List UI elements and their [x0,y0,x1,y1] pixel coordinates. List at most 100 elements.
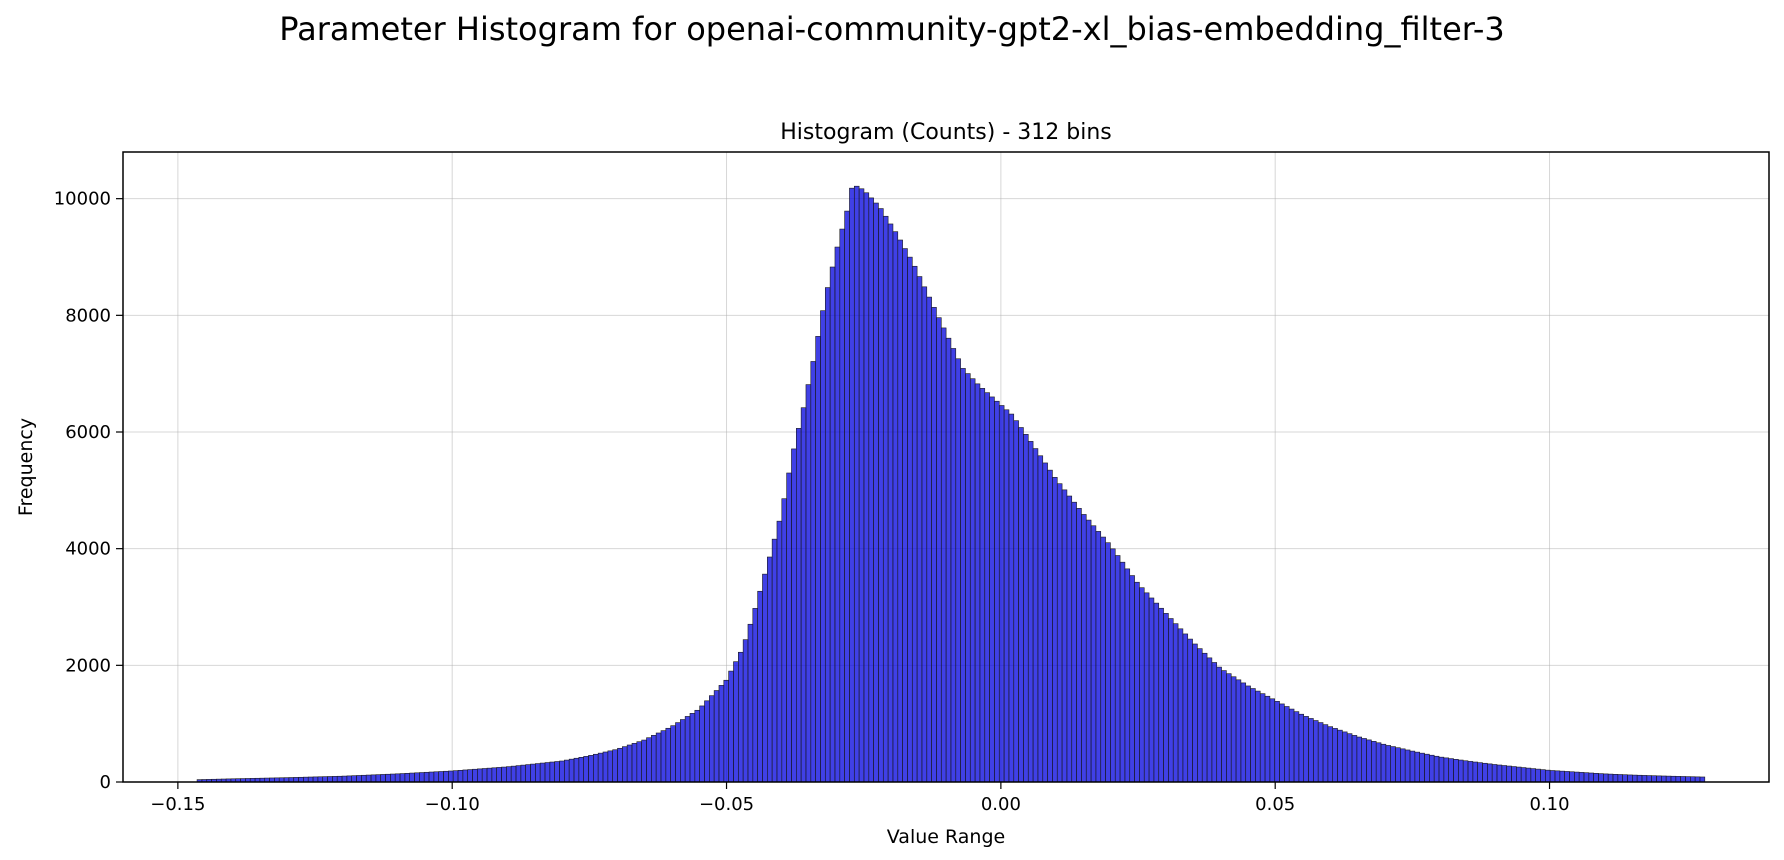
histogram-bar-216 [1240,682,1247,783]
histogram-bar-295 [1622,774,1628,783]
histogram-bar-189 [1110,548,1116,783]
histogram-bar-85 [607,750,613,783]
histogram-bar-92 [641,739,647,783]
histogram-bar-272 [1511,766,1517,783]
histogram-bar-134 [844,210,850,783]
histogram-bar-126 [805,384,812,783]
histogram-bar-276 [1530,768,1536,783]
histogram-bar-67 [520,764,526,783]
histogram-bar-265 [1477,762,1483,783]
histogram-bar-207 [1197,648,1203,783]
x-axis-label: Value Range [887,826,1005,848]
histogram-bar-190 [1114,555,1121,783]
histogram-bar-148 [911,265,918,783]
histogram-bar-238 [1346,733,1353,783]
histogram-bar-263 [1467,761,1474,783]
histogram-bar-135 [849,187,855,783]
histogram-bar-66 [515,765,522,783]
histogram-bar-80 [583,756,589,783]
histogram-bar-90 [631,743,638,783]
histogram-bar-100 [680,719,686,783]
histogram-bar-143 [887,223,894,783]
histogram-bar-132 [834,246,841,783]
histogram-bar-117 [762,573,768,783]
histogram-bar-303 [1661,775,1667,783]
histogram-bar-76 [564,759,570,783]
histogram-bar-181 [1071,501,1077,783]
histogram-bar-50 [438,771,444,783]
histogram-bar-182 [1076,508,1082,783]
histogram-bar-199 [1158,607,1164,783]
histogram-bar-205 [1187,638,1193,783]
histogram-bar-57 [472,768,478,783]
histogram-bar-53 [452,770,459,783]
histogram-bar-25 [317,776,324,783]
histogram-bar-112 [738,651,744,783]
histogram-bar-273 [1516,766,1522,783]
histogram-bar-309 [1690,776,1696,783]
histogram-bar-203 [1177,628,1184,783]
histogram-bar-279 [1545,769,1551,783]
histogram-bar-133 [839,228,845,783]
histogram-bar-108 [718,685,725,783]
histogram-bar-311 [1699,776,1706,783]
histogram-bar-99 [675,722,681,783]
histogram-bar-245 [1380,743,1387,783]
histogram-bar-87 [617,747,623,783]
histogram-bar-249 [1400,748,1406,783]
histogram-bar-111 [733,661,739,783]
histogram-bar-153 [936,317,942,783]
x-tick-label-5: 0.10 [1529,794,1569,815]
histogram-bar-107 [713,690,720,783]
histogram-bar-267 [1487,763,1493,783]
histogram-bar-116 [757,590,763,783]
histogram-bar-234 [1327,726,1334,783]
histogram-bar-63 [501,766,507,783]
histogram-bar-302 [1656,775,1662,783]
histogram-bar-36 [370,774,377,783]
histogram-bar-144 [892,231,899,783]
histogram-bar-157 [955,358,961,783]
histogram-bar-64 [506,766,512,783]
histogram-bar-299 [1641,775,1648,783]
histogram-bar-33 [356,775,362,783]
histogram-bar-242 [1366,739,1372,783]
histogram-bar-125 [800,407,807,783]
histogram-bar-262 [1462,760,1469,783]
histogram-bar-29 [336,775,343,783]
histogram-bar-305 [1670,775,1677,783]
histogram-bar-58 [477,768,483,783]
x-tick-label-3: 0.00 [981,794,1021,815]
histogram-bar-244 [1375,742,1382,783]
histogram-bar-254 [1424,753,1430,783]
histogram-bar-274 [1520,767,1527,783]
histogram-bar-288 [1588,772,1594,783]
histogram-bar-211 [1216,666,1222,783]
histogram-bar-248 [1395,747,1401,783]
histogram-bar-172 [1027,441,1034,783]
histogram-bar-77 [568,758,575,783]
histogram-bar-141 [878,208,884,783]
histogram-bar-95 [655,732,662,783]
histogram-bar-39 [385,773,391,783]
histogram-bar-159 [965,373,971,783]
histogram-bar-81 [588,755,594,783]
histogram-bar-289 [1593,773,1599,783]
histogram-bar-69 [530,763,536,783]
histogram-bar-38 [380,774,386,783]
histogram-bar-202 [1172,623,1179,783]
histogram-bar-214 [1230,676,1237,783]
histogram-bar-218 [1250,688,1256,783]
histogram-bar-183 [1081,514,1087,783]
histogram-bar-221 [1264,695,1271,783]
histogram-bar-296 [1627,774,1633,783]
histogram-bar-102 [689,713,696,783]
histogram-bar-232 [1317,722,1324,783]
histogram-bar-260 [1453,759,1459,783]
histogram-bar-59 [481,768,488,783]
y-tick-label-3: 6000 [65,422,111,443]
histogram-bar-215 [1235,679,1242,783]
histogram-bar-98 [670,725,676,783]
histogram-bar-198 [1153,602,1160,783]
